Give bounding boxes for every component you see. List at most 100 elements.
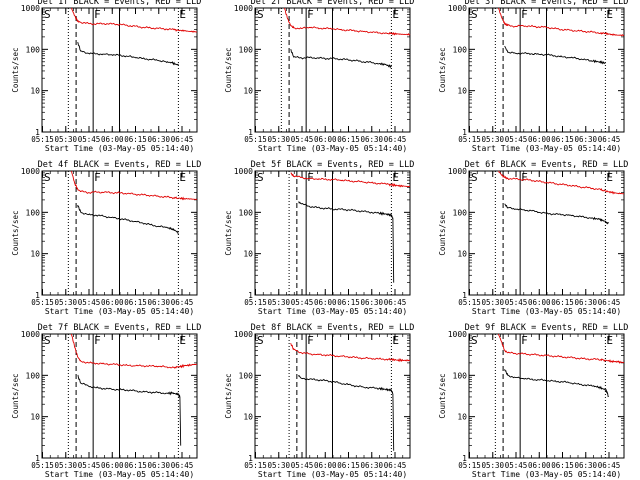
plot-panel-1: Det 1f BLACK = Events, RED = LLD 1 10 100 10… xyxy=(11,0,201,153)
x-tick-label: 06:30 xyxy=(147,461,170,470)
x-tick-label: 06:00 xyxy=(101,461,124,470)
x-tick-label: 05:30 xyxy=(481,298,504,307)
phase-marker-e: E xyxy=(392,8,399,21)
x-tick-label: 06:00 xyxy=(528,135,551,144)
x-tick-label: 06:15 xyxy=(124,298,147,307)
x-tick-label: 06:15 xyxy=(551,298,574,307)
phase-marker-f: F xyxy=(307,8,314,21)
plot-panel-5: Det 5f BLACK = Events, RED = LLD 1 10 100 10… xyxy=(224,160,414,316)
y-tick-label: 10 xyxy=(30,413,40,422)
phase-marker-s: S xyxy=(257,171,264,184)
plot-title: Det 6f BLACK = Events, RED = LLD xyxy=(465,160,629,170)
x-axis-label: Start Time (03-May-05 05:14:40) xyxy=(472,307,621,316)
x-tick-label: 06:15 xyxy=(337,135,360,144)
x-tick-label: 05:45 xyxy=(505,298,528,307)
y-tick-label: 1000 xyxy=(234,330,253,339)
x-tick-label: 06:00 xyxy=(314,135,337,144)
x-axis-label: Start Time (03-May-05 05:14:40) xyxy=(45,144,194,153)
x-tick-label: 06:30 xyxy=(574,298,597,307)
x-axis-label: Start Time (03-May-05 05:14:40) xyxy=(258,144,407,153)
y-tick-label: 100 xyxy=(239,371,254,380)
y-axis-label: Counts/sec xyxy=(224,210,233,255)
series-events-line xyxy=(504,369,609,398)
series-lld-line xyxy=(290,342,411,363)
series-lld-line xyxy=(498,170,625,195)
x-tick-label: 06:45 xyxy=(384,461,407,470)
plot-panel-8: Det 8f BLACK = Events, RED = LLD 1 10 100 10… xyxy=(224,323,414,479)
x-tick-label: 06:15 xyxy=(124,135,147,144)
x-tick-label: 05:45 xyxy=(78,135,101,144)
x-tick-label: 06:45 xyxy=(598,461,621,470)
y-tick-label: 1 xyxy=(248,128,253,137)
x-tick-label: 05:15 xyxy=(458,298,481,307)
plot-panel-9: Det 9f BLACK = Events, RED = LLD 1 10 100 10… xyxy=(438,323,628,479)
y-tick-label: 1000 xyxy=(21,167,40,176)
x-tick-label: 06:00 xyxy=(101,298,124,307)
y-tick-label: 1000 xyxy=(21,4,40,13)
y-tick-label: 1 xyxy=(462,291,467,300)
x-tick-label: 05:45 xyxy=(505,461,528,470)
y-tick-label: 1 xyxy=(35,454,40,463)
series-lld-line xyxy=(497,7,625,37)
y-tick-label: 10 xyxy=(30,87,40,96)
x-tick-label: 05:45 xyxy=(291,461,314,470)
x-tick-label: 05:15 xyxy=(458,461,481,470)
y-tick-label: 1 xyxy=(35,128,40,137)
phase-marker-e: E xyxy=(392,171,399,184)
x-tick-label: 06:45 xyxy=(598,298,621,307)
series-lld-line xyxy=(71,170,198,201)
plot-title: Det 2f BLACK = Events, RED = LLD xyxy=(251,0,415,7)
x-tick-label: 05:15 xyxy=(458,135,481,144)
y-tick-label: 10 xyxy=(457,413,467,422)
y-axis-label: Counts/sec xyxy=(224,373,233,418)
x-axis-label: Start Time (03-May-05 05:14:40) xyxy=(45,307,194,316)
y-tick-label: 1000 xyxy=(234,167,253,176)
x-tick-label: 06:45 xyxy=(171,135,194,144)
y-axis-label: Counts/sec xyxy=(438,210,447,255)
phase-marker-e: E xyxy=(179,171,186,184)
x-tick-label: 05:15 xyxy=(244,461,267,470)
plot-title: Det 9f BLACK = Events, RED = LLD xyxy=(465,323,629,333)
x-tick-label: 05:30 xyxy=(481,135,504,144)
plot-panel-2: Det 2f BLACK = Events, RED = LLD 1 10 100 10… xyxy=(224,0,414,153)
x-tick-label: 06:15 xyxy=(551,135,574,144)
phase-marker-e: E xyxy=(392,334,399,347)
y-tick-label: 100 xyxy=(239,45,254,54)
x-tick-label: 05:15 xyxy=(244,135,267,144)
x-tick-label: 06:00 xyxy=(101,135,124,144)
phase-marker-f: F xyxy=(521,171,528,184)
phase-marker-f: F xyxy=(521,8,528,21)
x-tick-label: 05:15 xyxy=(31,298,54,307)
phase-marker-e: E xyxy=(606,334,613,347)
x-tick-label: 06:00 xyxy=(528,298,551,307)
x-tick-label: 06:00 xyxy=(528,461,551,470)
y-tick-label: 1000 xyxy=(21,330,40,339)
y-tick-label: 10 xyxy=(30,250,40,259)
x-tick-label: 06:15 xyxy=(337,461,360,470)
y-tick-label: 10 xyxy=(457,250,467,259)
x-axis-label: Start Time (03-May-05 05:14:40) xyxy=(258,470,407,479)
series-lld-line xyxy=(71,7,198,33)
y-tick-label: 1 xyxy=(248,454,253,463)
x-tick-label: 05:30 xyxy=(54,135,77,144)
y-axis-label: Counts/sec xyxy=(438,373,447,418)
x-tick-label: 06:45 xyxy=(384,298,407,307)
x-tick-label: 05:45 xyxy=(291,135,314,144)
phase-marker-s: S xyxy=(471,171,478,184)
x-tick-label: 06:15 xyxy=(551,461,574,470)
y-axis-label: Counts/sec xyxy=(438,47,447,92)
phase-marker-s: S xyxy=(471,334,478,347)
y-tick-label: 1 xyxy=(248,291,253,300)
x-tick-label: 06:30 xyxy=(147,298,170,307)
phase-marker-s: S xyxy=(44,8,51,21)
y-tick-label: 1000 xyxy=(234,4,253,13)
x-tick-label: 06:30 xyxy=(574,461,597,470)
y-axis-label: Counts/sec xyxy=(11,373,20,418)
phase-marker-s: S xyxy=(44,334,51,347)
x-axis-label: Start Time (03-May-05 05:14:40) xyxy=(258,307,407,316)
x-tick-label: 06:30 xyxy=(574,135,597,144)
phase-marker-s: S xyxy=(257,334,264,347)
phase-marker-s: S xyxy=(471,8,478,21)
phase-marker-s: S xyxy=(257,8,264,21)
series-events-line xyxy=(504,45,606,65)
